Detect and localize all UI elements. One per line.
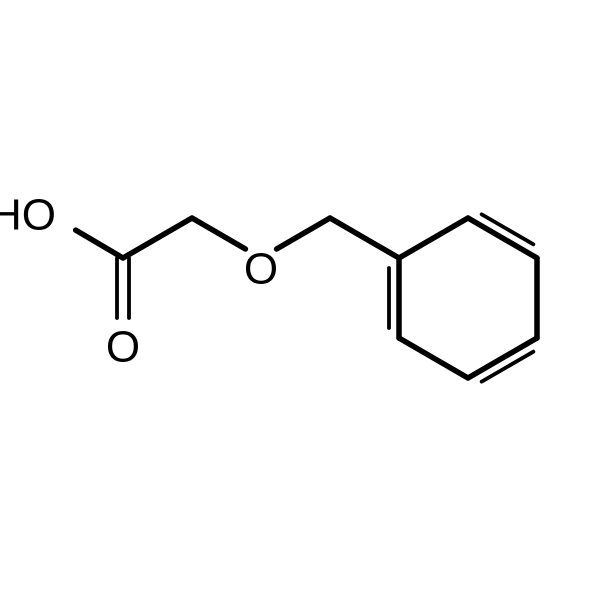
atom-label: O (244, 245, 278, 294)
bond-line (76, 230, 123, 258)
atom-label: O (106, 323, 140, 372)
atom-label: HO (0, 191, 56, 240)
bond-line (330, 218, 399, 258)
bond-line (399, 218, 468, 258)
bond-line (192, 218, 245, 249)
bond-line (468, 218, 537, 258)
bond-line (277, 218, 330, 249)
molecule-diagram: HO O O (0, 0, 600, 600)
bond-line (123, 218, 192, 258)
bond-line (399, 338, 468, 378)
bond-line (468, 338, 537, 378)
